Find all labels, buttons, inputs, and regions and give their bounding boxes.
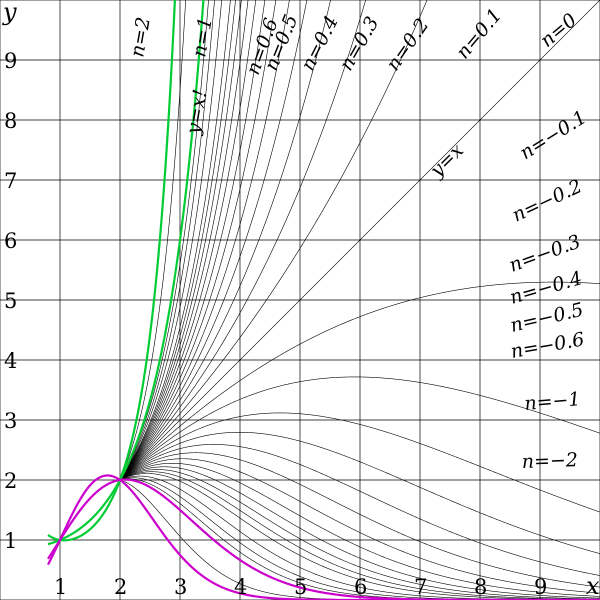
x-tick-label: 7 (414, 575, 427, 599)
family-curve (119, 0, 600, 481)
curve-label: n=−2 (521, 449, 578, 473)
family-curve (119, 0, 236, 481)
curve-label: n=0.1 (452, 4, 506, 63)
x-tick-label: 3 (174, 575, 187, 599)
family-curve (119, 412, 600, 513)
highlighted-curve (47, 0, 205, 546)
family-curve (119, 458, 600, 594)
family-curve (119, 0, 223, 481)
family-curve (119, 376, 600, 481)
curve-labels: n=2 n=1 n=0.6n=0.5n=0.4n=0.3n=0.2 n=0.1 n=0n… (126, 4, 590, 473)
y-tick-label: 9 (4, 49, 17, 73)
curve-label: n=0.2 (382, 14, 434, 74)
y-tick-label: 6 (4, 229, 17, 253)
family-curve (119, 281, 600, 481)
family-curve (119, 469, 600, 600)
y-tick-label: 7 (4, 169, 17, 193)
family-curve (119, 471, 600, 600)
x-tick-label: 5 (294, 575, 307, 599)
family-curve (119, 466, 600, 599)
curve-label: n=−0.1 (516, 106, 591, 164)
x-tick-label: 8 (474, 575, 487, 599)
y-tick-label: 3 (4, 409, 17, 433)
family-curve (119, 0, 249, 481)
highlighted-curve (47, 474, 600, 600)
family-curve (119, 444, 600, 576)
family-curve (119, 0, 367, 481)
family-curve (119, 0, 231, 481)
curve-label: n=0 (536, 9, 581, 52)
curve-label: n=1 (188, 15, 217, 58)
family-curve (119, 0, 242, 481)
x-tick-label: 4 (234, 575, 247, 599)
curve-label: y=x! (182, 88, 212, 137)
curve-label: n=2 (126, 15, 155, 58)
curve-label: n=−1 (524, 388, 582, 415)
tick-labels: 1 2 3 4 5 6 7 8 9 1 2 3 4 5 6 7 8 9 (4, 49, 547, 599)
x-tick-label: 1 (54, 575, 67, 599)
x-tick-label: 9 (534, 575, 547, 599)
family-curve (119, 473, 600, 600)
y-tick-label: 8 (4, 109, 17, 133)
family-curve (119, 0, 331, 481)
family-curve (119, 0, 277, 481)
highlighted-curve (47, 0, 177, 542)
family-curve (119, 0, 215, 481)
x-tick-label: 6 (354, 575, 367, 599)
curve-label: n=−0.2 (509, 175, 586, 226)
y-tick-label: 5 (4, 289, 17, 313)
y-tick-label: 2 (4, 469, 17, 493)
family-curve (119, 0, 308, 481)
family-curve (119, 0, 428, 481)
family-curve (119, 0, 186, 481)
x-tick-label: 2 (114, 575, 127, 599)
family-curve (119, 462, 600, 597)
family-curve (119, 0, 290, 481)
family-curve (119, 431, 600, 554)
x-axis-label: x (586, 572, 600, 600)
y-axis-label: y (2, 0, 17, 26)
family-curve (119, 0, 257, 481)
curve-label: y=x (425, 139, 468, 182)
y-tick-label: 4 (4, 349, 17, 373)
family-curve (119, 0, 266, 481)
family-curve (119, 452, 600, 588)
y-tick-label: 1 (4, 529, 17, 553)
